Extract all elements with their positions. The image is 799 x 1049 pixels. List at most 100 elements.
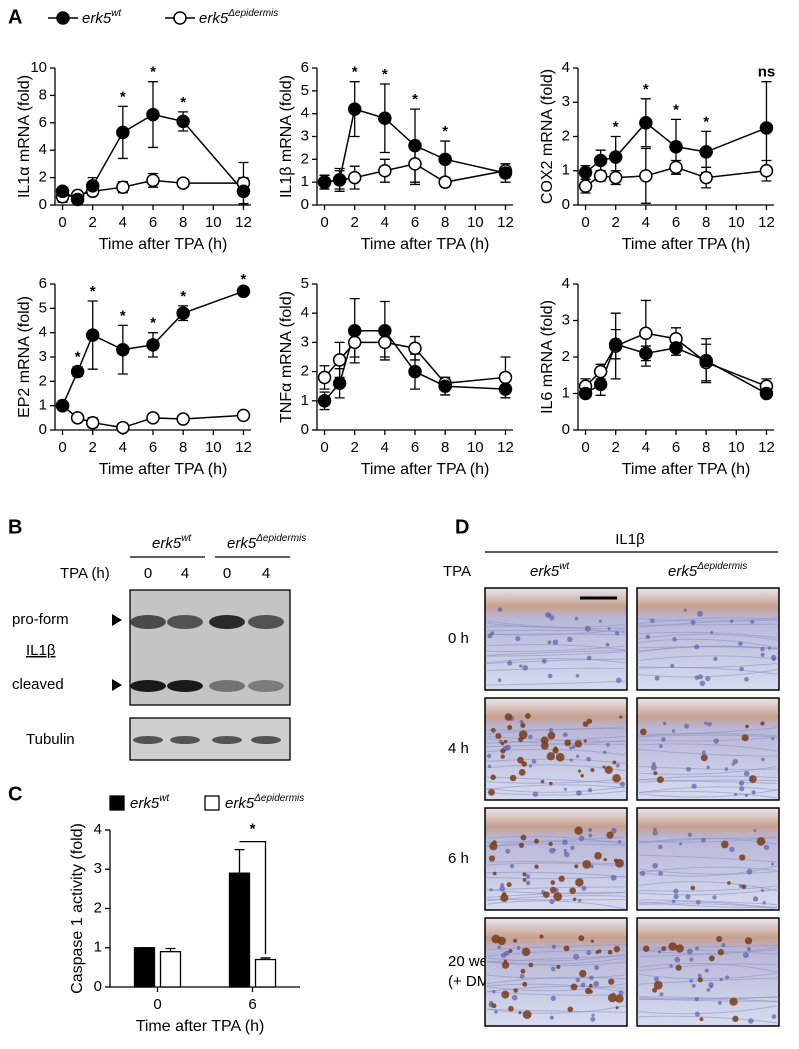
nucleus — [576, 790, 582, 796]
stained-cell — [508, 1005, 514, 1012]
significance: * — [180, 288, 186, 305]
band — [209, 680, 245, 692]
x-tick-label: 10 — [728, 439, 745, 456]
nucleus — [497, 607, 503, 612]
x-tick-label: 0 — [320, 439, 328, 456]
data-point — [408, 341, 422, 355]
nucleus — [541, 658, 547, 664]
nucleus — [581, 885, 587, 891]
data-point — [347, 335, 362, 350]
band — [167, 680, 203, 692]
group-label: erk5wt — [152, 533, 192, 552]
stained-cell — [517, 756, 524, 764]
gene-name: erk5 — [82, 10, 112, 27]
stained-cell — [590, 767, 595, 773]
data-point — [438, 152, 452, 167]
nucleus — [751, 790, 756, 795]
stained-cell — [700, 754, 708, 762]
band — [167, 615, 203, 629]
y-tick-label: 4 — [562, 275, 570, 292]
nucleus — [562, 839, 568, 846]
stained-cell — [697, 977, 703, 983]
nucleus — [763, 844, 770, 850]
nucleus — [492, 989, 496, 994]
band — [251, 736, 281, 744]
gene-name: erk5 — [199, 10, 229, 27]
loading-label: Tubulin — [26, 731, 75, 748]
superscript: wt — [181, 533, 192, 544]
band — [212, 736, 242, 744]
y-tick-label: 4 — [39, 141, 47, 158]
nucleus — [694, 675, 700, 681]
fiber — [486, 900, 626, 910]
nucleus — [547, 673, 553, 679]
stained-cell — [612, 760, 617, 765]
significance: * — [613, 118, 619, 135]
nucleus — [706, 988, 711, 992]
stained-cell — [756, 837, 766, 846]
nucleus — [615, 763, 620, 768]
stained-cell — [503, 739, 508, 744]
nucleus — [761, 757, 765, 762]
fiber — [638, 899, 778, 906]
stained-cell — [588, 983, 593, 988]
y-tick-label: 4 — [301, 105, 309, 122]
data-point — [116, 420, 130, 435]
stained-cell — [615, 994, 624, 1003]
fiber — [486, 1008, 626, 1013]
data-point — [332, 376, 347, 391]
fiber — [486, 1005, 626, 1014]
row-label: 6 h — [448, 850, 469, 867]
nucleus — [762, 901, 766, 905]
nucleus — [689, 957, 694, 962]
stained-cell — [539, 934, 544, 939]
fiber — [638, 633, 778, 641]
significance: * — [352, 64, 358, 81]
nucleus — [706, 721, 712, 727]
nucleus — [619, 781, 625, 787]
nucleus — [519, 664, 523, 668]
fiber — [638, 779, 778, 784]
stained-cell — [564, 739, 572, 747]
stained-cell — [556, 964, 561, 969]
nucleus — [525, 873, 531, 879]
y-tick-label: 2 — [562, 348, 570, 365]
x-tick-label: 12 — [235, 214, 252, 231]
x-tick-label: 12 — [235, 439, 252, 456]
nucleus — [684, 723, 690, 729]
stained-cell — [741, 734, 749, 742]
fiber — [638, 736, 778, 742]
data-point — [176, 114, 190, 129]
nucleus — [760, 652, 765, 657]
stained-cell — [507, 724, 513, 730]
data-point — [116, 342, 130, 357]
nucleus — [704, 721, 708, 725]
superscript: wt — [111, 8, 122, 19]
data-point — [85, 415, 100, 430]
nucleus — [569, 758, 573, 762]
legend-swatch — [109, 795, 125, 811]
nucleus — [614, 631, 620, 636]
legend-label: erk5wt — [82, 8, 122, 27]
y-tick-label: 0 — [301, 421, 309, 438]
nucleus — [507, 660, 513, 666]
superscript: Δepidermis — [227, 8, 278, 19]
stained-cell — [567, 1006, 574, 1013]
data-point — [332, 173, 347, 187]
stained-cell — [675, 964, 682, 971]
data-point — [608, 337, 623, 351]
stained-cell — [520, 968, 526, 974]
nucleus — [670, 663, 675, 668]
y-tick-label: 3 — [562, 311, 570, 328]
nucleus — [743, 770, 750, 777]
gene-name: erk5 — [668, 563, 698, 580]
fiber — [486, 974, 626, 979]
stained-cell — [492, 871, 497, 876]
nucleus — [603, 750, 607, 755]
data-point — [176, 176, 190, 190]
fiber — [486, 629, 626, 633]
nucleus — [739, 786, 745, 792]
